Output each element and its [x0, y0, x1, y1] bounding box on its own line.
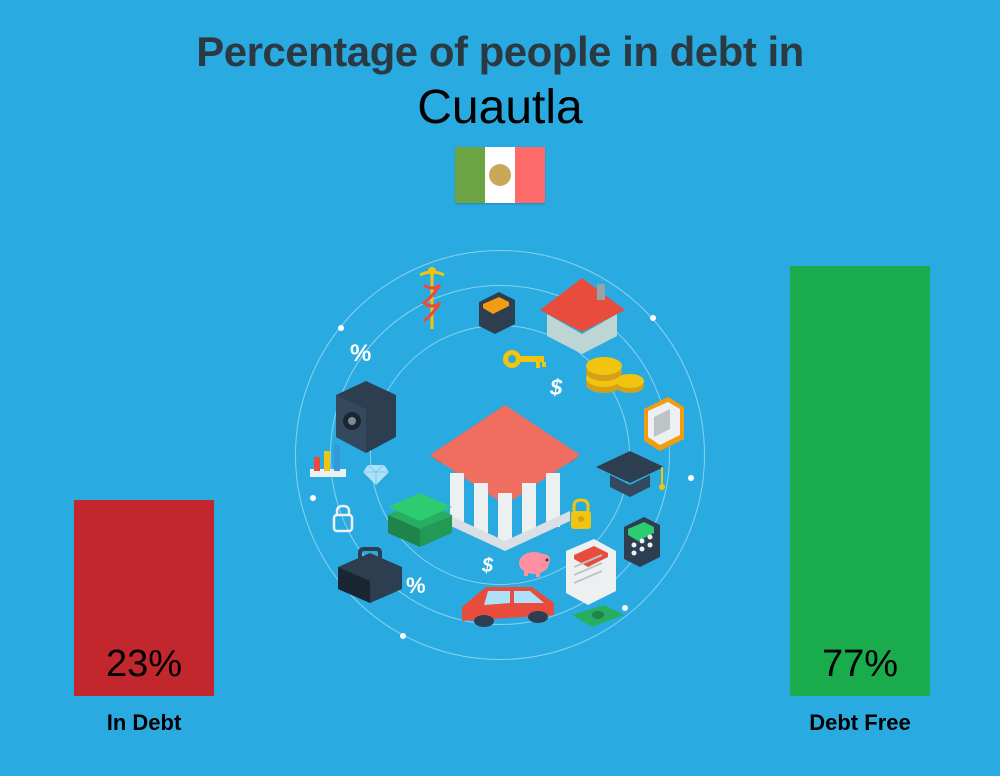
bar-value: 77%	[790, 643, 930, 686]
page-title: Percentage of people in debt in	[0, 0, 1000, 76]
bar-in-debt: 23% In Debt	[74, 500, 214, 736]
debt-chart: 23% In Debt 77% Debt Free	[0, 230, 1000, 736]
page-subtitle: Cuautla	[0, 80, 1000, 135]
bar-debt-free: 77% Debt Free	[790, 266, 930, 736]
flag-stripe-left	[455, 147, 485, 203]
bar-label: In Debt	[74, 710, 214, 736]
bar-rect: 23%	[74, 500, 214, 696]
bar-value: 23%	[74, 643, 214, 686]
flag-stripe-right	[515, 147, 545, 203]
flag-stripe-center	[485, 147, 515, 203]
bar-rect: 77%	[790, 266, 930, 696]
bar-label: Debt Free	[790, 710, 930, 736]
flag-emblem-icon	[489, 164, 511, 186]
flag-mexico	[455, 147, 545, 203]
